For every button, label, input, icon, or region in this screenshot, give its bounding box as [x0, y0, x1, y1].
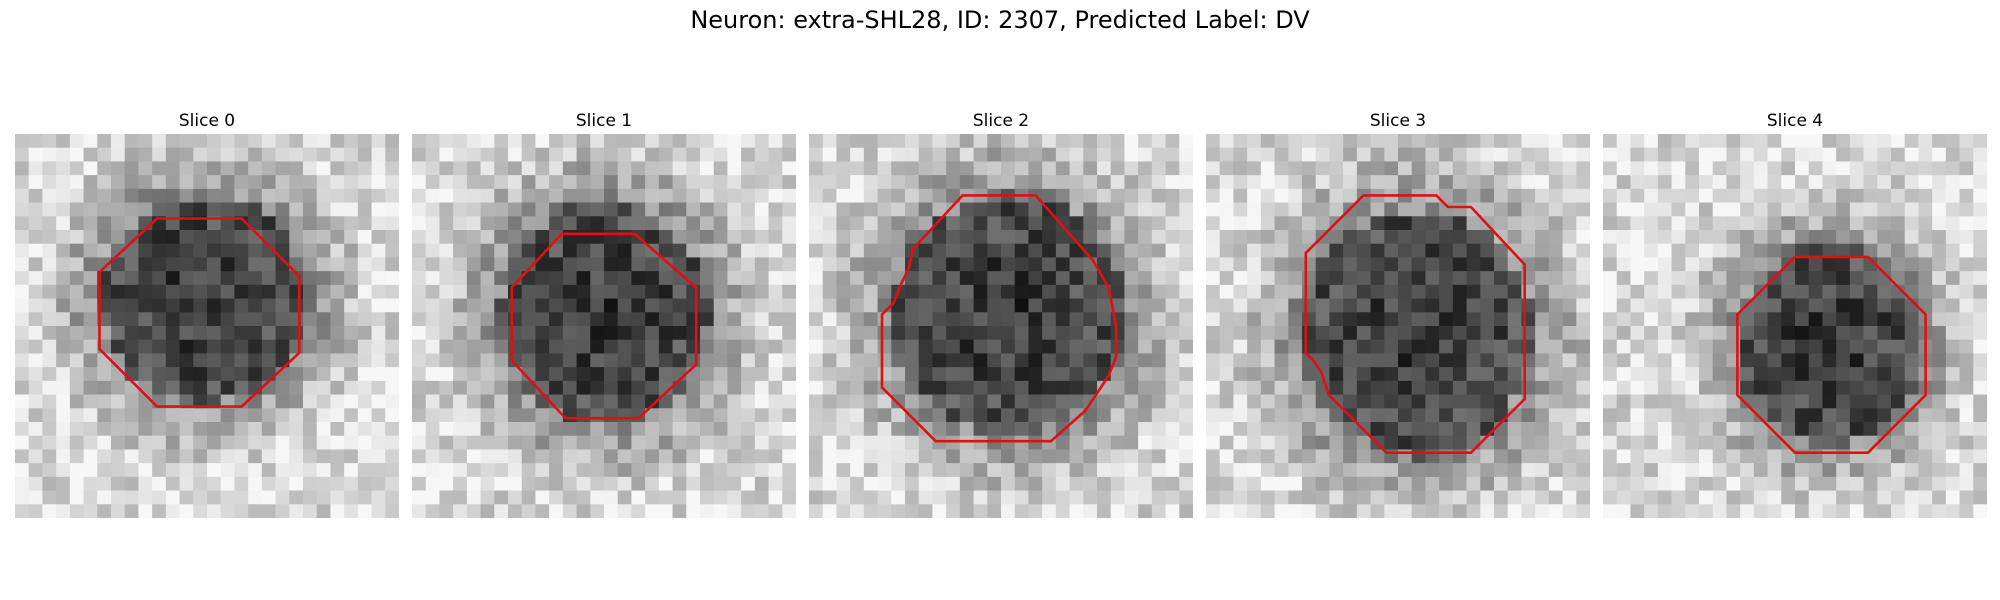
figure-title: Neuron: extra-SHL28, ID: 2307, Predicted… [690, 6, 1310, 34]
slice-image [1206, 134, 1590, 518]
slice-title: Slice 0 [178, 111, 236, 131]
slice-image [15, 134, 399, 518]
contour-outline [510, 232, 698, 420]
slice-panel-0: Slice 0 [15, 108, 399, 518]
slice-image [1603, 134, 1987, 518]
slice-image [809, 134, 1193, 518]
slice-image [412, 134, 796, 518]
contour-outline [98, 217, 301, 408]
slice-title: Slice 4 [1766, 111, 1824, 131]
contour-outline [1736, 255, 1927, 455]
contour-outline [880, 194, 1118, 443]
slice-title: Slice 3 [1369, 111, 1427, 131]
slice-title: Slice 2 [972, 111, 1030, 131]
slice-panel-4: Slice 4 [1603, 108, 1987, 518]
slice-panel-2: Slice 2 [809, 108, 1193, 518]
slice-panel-1: Slice 1 [412, 108, 796, 518]
slice-title: Slice 1 [575, 111, 633, 131]
slice-panel-3: Slice 3 [1206, 108, 1590, 518]
contour-outline [1304, 194, 1527, 455]
